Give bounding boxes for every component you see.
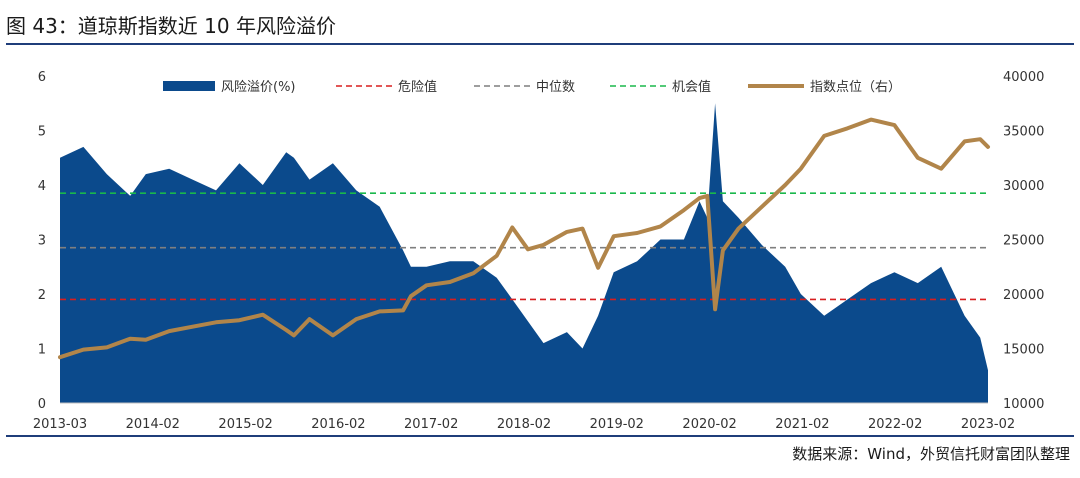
y-right-tick-label: 20000: [1003, 288, 1044, 303]
y-right-tick-label: 25000: [1003, 234, 1044, 249]
source-note: 数据来源：Wind，外贸信托财富团队整理: [792, 445, 1070, 463]
index-line: [58, 117, 990, 360]
legend-label: 风险溢价(%): [221, 80, 296, 95]
y-right-tick-label: 35000: [1003, 125, 1044, 140]
y-left-tick-label: 3: [38, 234, 46, 249]
x-tick-label: 2023-02: [961, 417, 1015, 431]
y-right-tick-label: 30000: [1003, 179, 1044, 194]
axes-layer: 0 1 2 3 4 5 6 10000 15000 20000 25000 30000 35000 400…: [33, 70, 1045, 431]
x-tick-label: 2015-02: [218, 417, 272, 431]
legend-label: 指数点位（右）: [810, 80, 901, 95]
y-left-tick-label: 1: [38, 343, 46, 358]
y-right-tick-label: 10000: [1003, 397, 1044, 412]
x-tick-label: 2019-02: [590, 417, 644, 431]
x-tick-label: 2021-02: [775, 417, 829, 431]
reference-lines-layer: [60, 192, 988, 301]
chart: 0 1 2 3 4 5 6 10000 15000 20000 25000 30000 35000 400…: [33, 70, 1045, 431]
legend-label: 危险值: [398, 79, 437, 95]
x-tick-label: 2018-02: [497, 417, 551, 431]
premium-area-layer: [60, 103, 988, 404]
y-left-tick-label: 2: [38, 288, 46, 303]
y-left-tick-label: 6: [38, 70, 46, 85]
legend-label: 机会值: [672, 79, 711, 95]
y-right-tick-label: 40000: [1003, 70, 1044, 85]
y-right-tick-label: 15000: [1003, 343, 1044, 358]
top-rule: [6, 43, 1074, 45]
y-left-tick-label: 5: [38, 125, 46, 140]
figure-title: 图 43：道琼斯指数近 10 年风险溢价: [6, 14, 336, 38]
x-tick-label: 2016-02: [311, 417, 365, 431]
x-tick-label: 2017-02: [404, 417, 458, 431]
risk-premium-area: [60, 103, 988, 404]
x-tick-label: 2020-02: [682, 417, 736, 431]
legend: 风险溢价(%) 危险值 中位数 机会值 指数点位（右）: [163, 79, 901, 95]
x-tick-label: 2013-03: [33, 417, 87, 431]
x-tick-label: 2014-02: [126, 417, 180, 431]
legend-swatch-area: [163, 81, 215, 91]
index-line-layer: [58, 117, 990, 360]
x-tick-label: 2022-02: [868, 417, 922, 431]
y-left-tick-label: 4: [38, 179, 46, 194]
bottom-rule: [6, 435, 1074, 437]
y-left-tick-label: 0: [38, 397, 46, 412]
legend-label: 中位数: [536, 80, 575, 95]
